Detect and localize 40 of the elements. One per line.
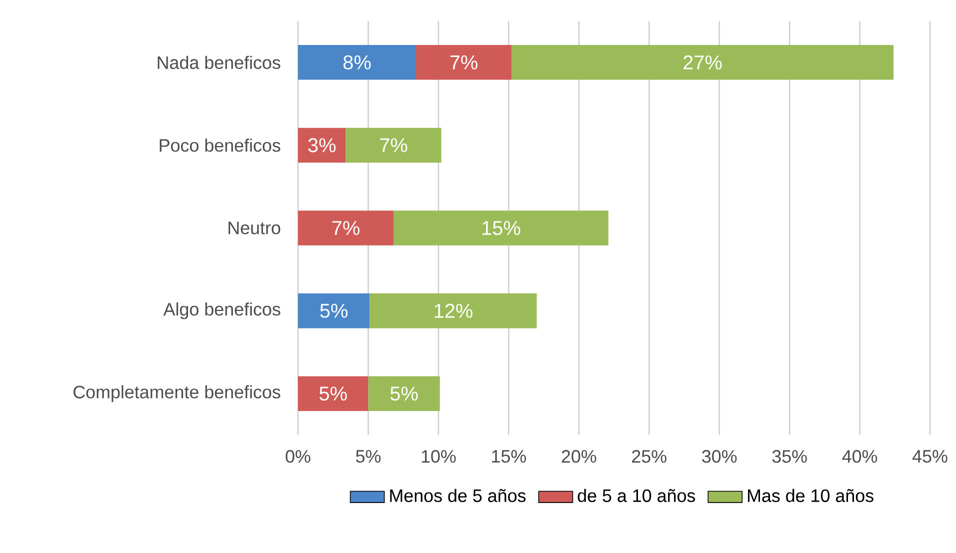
data-label: 7% [450,55,478,70]
data-label: 8% [343,55,371,70]
x-tick-label: 10% [422,450,456,463]
bar [298,376,368,411]
x-tick-label: 20% [562,450,596,463]
bar [298,45,416,80]
data-label: 5% [320,304,348,318]
bar [298,293,370,328]
x-tick-label: 25% [632,450,666,463]
bar [370,293,537,328]
legend-label: Menos de 5 años [390,488,526,502]
x-tick-label: 45% [912,450,948,463]
data-label: 3% [308,138,336,152]
data-label: 15% [482,220,520,236]
bar [511,45,894,80]
bar [416,45,512,80]
data-label: 5% [320,386,347,401]
legend-label: de 5 a 10 años [578,488,696,502]
y-tick-label: Completamente beneficos [74,385,280,402]
bar [298,128,346,163]
x-tick-label: 30% [702,450,737,463]
y-tick-label: Poco beneficos [160,138,280,152]
x-tick-label: 5% [356,450,381,463]
bar [298,210,394,246]
legend-label: Mas de 10 años [748,488,874,502]
bar [394,210,608,246]
bar [346,128,442,163]
y-tick-label: Nada beneficos [158,56,280,70]
x-tick-label: 15% [492,450,526,463]
bar [368,376,440,411]
x-tick-label: 40% [842,450,878,463]
y-tick-label: Neutro [228,222,280,234]
x-tick-label: 35% [772,450,807,463]
data-label: 7% [380,138,408,152]
x-tick-label: 0% [286,450,310,463]
data-label: 5% [390,386,418,401]
data-label: 7% [332,221,360,235]
data-label: 12% [434,304,472,318]
y-tick-label: Algo beneficos [163,302,280,320]
data-label: 27% [684,55,722,70]
